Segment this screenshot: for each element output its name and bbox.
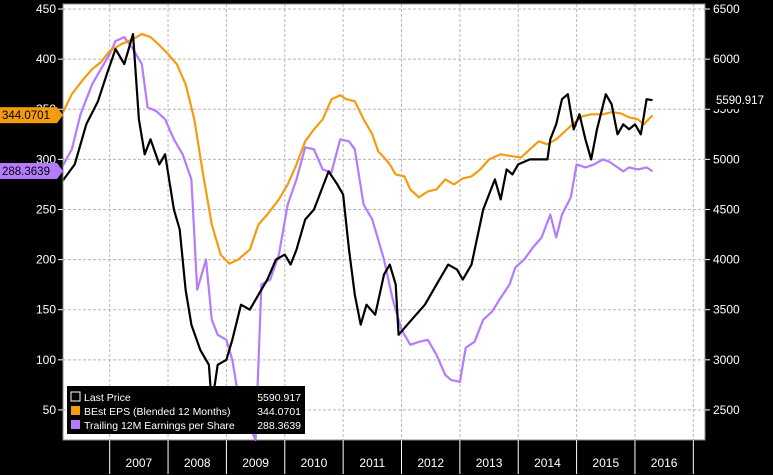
x-tick-label: 2008	[184, 456, 211, 470]
right-tick-label: 2500	[713, 403, 740, 417]
tag-best-eps-arrow	[57, 107, 63, 124]
plot-border	[62, 3, 706, 441]
right-tick-label: 4500	[713, 202, 740, 216]
x-tick-label: 2009	[242, 456, 269, 470]
x-tick-label: 2010	[301, 456, 328, 470]
grid	[63, 4, 705, 440]
x-tick-label: 2007	[126, 456, 153, 470]
x-tick-label: 2013	[476, 456, 503, 470]
chart-title: HEXP Index	[66, 9, 131, 23]
tag-trailing-eps-arrow	[57, 163, 63, 180]
left-tick-label: 450	[36, 2, 56, 16]
x-tick-label: 2014	[534, 456, 561, 470]
tag-best-eps-box	[0, 107, 57, 124]
legend-label-0: Last Price	[84, 392, 131, 404]
left-axis: 50100150200250300350400450	[36, 2, 63, 417]
x-tick-label: 2016	[651, 456, 678, 470]
legend-value-1: 344.0701	[257, 406, 301, 418]
x-axis: 2007 2008 2009 2010 2011 2012 2013 2014 2015 2016	[109, 440, 694, 474]
tag-best-eps-label: 344.0701	[2, 110, 50, 122]
series-line-0	[62, 32, 653, 406]
legend: Last Price 5590.917 BEst EPS (Blended 12 M…	[67, 386, 305, 434]
legend-label-1: BEst EPS (Blended 12 Months)	[84, 406, 231, 418]
x-tick-label: 2015	[592, 456, 619, 470]
left-tick-label: 150	[36, 303, 56, 317]
left-tick-label: 100	[36, 353, 56, 367]
left-tick-label: 250	[36, 202, 56, 216]
legend-box	[67, 386, 305, 434]
tag-last-price: 5590.917	[706, 91, 772, 110]
tag-last-price-arrow	[706, 91, 712, 110]
series-line-1	[62, 32, 654, 265]
x-tick-label: 2011	[359, 456, 385, 470]
left-tick-label: 50	[43, 403, 57, 417]
legend-label-2: Trailing 12M Earnings per Share	[84, 420, 235, 432]
legend-value-2: 288.3639	[257, 420, 301, 432]
tag-best-eps: 344.0701	[0, 107, 63, 124]
tag-last-price-box	[712, 91, 772, 110]
left-tick-label: 200	[36, 253, 56, 267]
legend-swatch-1	[71, 406, 80, 415]
tag-trailing-eps: 288.3639	[0, 163, 63, 180]
right-tick-label: 6000	[713, 52, 740, 66]
right-tick-label: 6500	[713, 2, 740, 16]
left-tick-label: 400	[36, 52, 56, 66]
right-tick-label: 4000	[713, 253, 740, 267]
legend-swatch-0	[70, 391, 81, 402]
left-tick-label: 300	[36, 152, 56, 166]
tag-last-price-label: 5590.917	[716, 95, 764, 107]
series-line-2	[62, 35, 654, 442]
legend-swatch-2	[71, 420, 80, 429]
right-tick-label: 5000	[713, 152, 740, 166]
legend-value-0: 5590.917	[257, 392, 301, 404]
plot-area	[63, 4, 705, 440]
right-tick-label: 3500	[713, 303, 740, 317]
tag-trailing-eps-box	[0, 163, 57, 180]
right-tick-label: 3000	[713, 353, 740, 367]
x-tick-label: 2012	[417, 456, 444, 470]
tag-trailing-eps-label: 288.3639	[2, 166, 50, 178]
